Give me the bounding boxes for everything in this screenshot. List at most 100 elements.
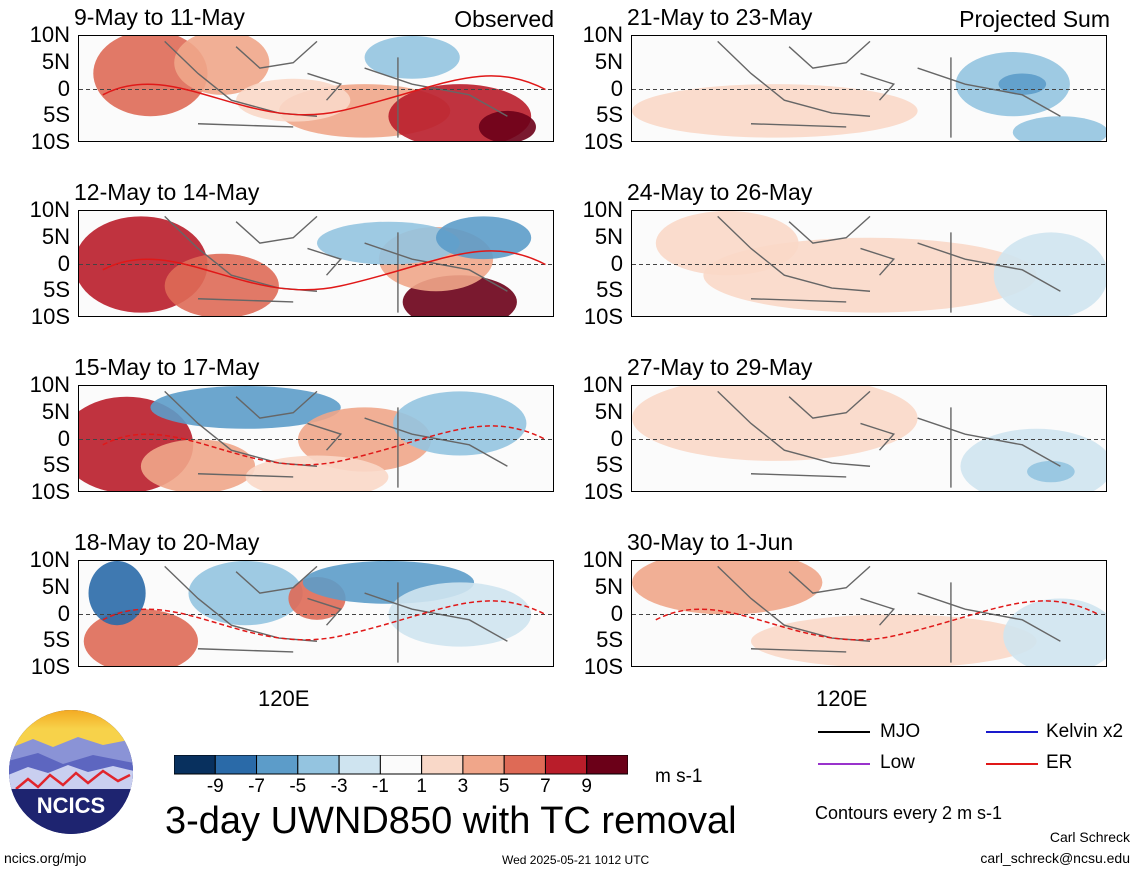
y-tick-label: 10N [582, 197, 623, 222]
y-tick-label: 0 [57, 250, 70, 276]
er-contour [102, 250, 546, 291]
colorbar-swatch [586, 755, 628, 775]
footer-email[interactable]: carl_schreck@ncsu.edu [980, 850, 1130, 866]
ncics-logo: NCICS [9, 710, 133, 834]
coastline [164, 390, 508, 488]
map-field [79, 561, 553, 666]
map-panel [78, 35, 554, 142]
y-tick-label: 5S [596, 452, 623, 478]
colorbar-tick-label: 5 [498, 776, 510, 797]
colorbar-swatch [214, 755, 258, 775]
y-tick-label: 5N [594, 48, 623, 74]
y-tick-label: 5N [41, 398, 70, 424]
legend-line-er [986, 763, 1038, 765]
y-tick-label: 5N [594, 573, 623, 599]
wind-anomaly-blob [632, 386, 918, 461]
wind-anomaly-blob [174, 36, 270, 95]
panel-title: 12-May to 14-May [74, 179, 260, 205]
colorbar-tick-label: 9 [581, 776, 592, 797]
y-tick-label: 5S [596, 277, 623, 303]
er-contour [102, 75, 546, 116]
y-tick-label: 10S [583, 479, 623, 504]
x-axis-label-left: 120E [258, 686, 310, 711]
er-contour [655, 600, 1099, 641]
map-panel [631, 385, 1107, 492]
colorbar-swatch [297, 755, 340, 775]
colorbar [174, 755, 628, 775]
wind-anomaly-blob [1003, 598, 1106, 666]
coastline [717, 390, 1061, 488]
colorbar-tick-label: -3 [330, 776, 348, 797]
y-tick-label: 0 [610, 75, 623, 101]
y-tick-label: 10N [582, 547, 623, 572]
legend-line-mjo [818, 731, 870, 733]
y-tick-label: 0 [57, 425, 70, 451]
wind-anomaly-blob [188, 561, 303, 626]
wind-anomaly-blob [1027, 460, 1075, 483]
y-tick-label: 0 [57, 600, 70, 626]
map-field [79, 36, 553, 141]
panel-title: 30-May to 1-Jun [627, 529, 794, 555]
wind-anomaly-blob [632, 84, 918, 138]
wind-anomaly-blob [393, 391, 527, 456]
colorbar-swatch [256, 755, 299, 775]
colorbar-tick-label: -1 [371, 776, 389, 797]
y-tick-label: 10N [29, 372, 70, 397]
wind-anomaly-blob [245, 455, 389, 491]
map-panel [631, 210, 1107, 317]
wind-anomaly-blob [1012, 116, 1106, 141]
y-tick-label: 5S [43, 452, 70, 478]
colorbar-swatch [503, 755, 546, 775]
column-label-observed: Observed [454, 6, 554, 32]
legend-label-kelvin: Kelvin x2 [1046, 721, 1124, 742]
coastline [717, 565, 1061, 663]
wind-anomaly-blob [960, 428, 1106, 491]
map-panel [78, 210, 554, 317]
y-tick-label: 5S [596, 102, 623, 128]
y-tick-label: 0 [610, 250, 623, 276]
coastline [164, 565, 508, 663]
wind-anomaly-blob [993, 232, 1106, 316]
panel-title: 15-May to 17-May [74, 354, 260, 380]
logo-text: NCICS [37, 793, 105, 818]
y-tick-label: 10N [582, 372, 623, 397]
y-tick-label: 5S [43, 627, 70, 653]
column-label-projected: Projected Sum [959, 6, 1110, 32]
y-tick-label: 10S [30, 654, 70, 679]
panel-title: 24-May to 26-May [627, 179, 813, 205]
footer-url[interactable]: ncics.org/mjo [4, 850, 87, 866]
coastline [164, 40, 508, 138]
colorbar-swatch [462, 755, 505, 775]
y-tick-label: 5N [594, 398, 623, 424]
wind-anomaly-blob [655, 211, 799, 276]
y-tick-label: 5S [43, 277, 70, 303]
er-contour [102, 600, 546, 641]
y-tick-label: 10S [583, 304, 623, 329]
y-tick-label: 10N [29, 547, 70, 572]
map-field [632, 40, 1106, 141]
panel-title: 27-May to 29-May [627, 354, 813, 380]
y-tick-label: 5N [594, 223, 623, 249]
legend-label-low: Low [880, 752, 915, 773]
legend-label-er: ER [1046, 752, 1073, 773]
wind-anomaly-blob [751, 614, 1037, 666]
colorbar-tick-label: -9 [206, 776, 224, 797]
y-tick-label: 10S [583, 654, 623, 679]
y-tick-label: 5N [41, 48, 70, 74]
y-tick-label: 5N [41, 573, 70, 599]
legend-label-mjo: MJO [880, 721, 921, 742]
map-field [79, 215, 553, 316]
legend-line-kelvin [986, 731, 1038, 733]
y-tick-label: 10S [30, 304, 70, 329]
footer-author: Carl Schreck [1049, 829, 1130, 845]
y-tick-label: 0 [610, 600, 623, 626]
y-tick-label: 5S [43, 102, 70, 128]
coastline [164, 215, 508, 313]
legend-line-low [818, 763, 870, 765]
map-field [79, 386, 553, 491]
map-panel [631, 560, 1107, 667]
colorbar-tick-label: 3 [457, 776, 469, 797]
colorbar-swatch [338, 755, 381, 775]
y-tick-label: 5N [41, 223, 70, 249]
coastline [717, 40, 1061, 138]
